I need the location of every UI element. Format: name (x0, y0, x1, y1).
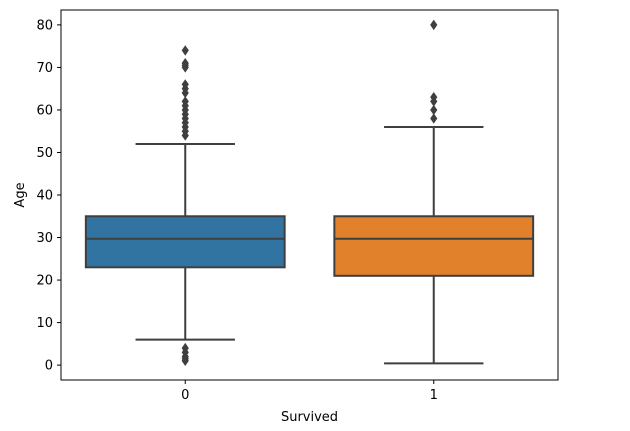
outlier-point-1-3 (430, 104, 438, 116)
x-tick-label-1: 1 (430, 388, 438, 403)
x-axis-title: Survived (281, 410, 338, 425)
outlier-point-1-2 (430, 96, 438, 107)
y-tick-label-0: 0 (45, 359, 53, 374)
x-tick-label-0: 0 (181, 388, 189, 403)
y-tick-label-10: 10 (36, 316, 53, 331)
plot-frame (60, 9, 559, 381)
iqr-box-1 (333, 215, 535, 277)
outlier-point-0-3 (181, 62, 189, 73)
box-group-1 (333, 19, 535, 365)
iqr-box-0 (84, 215, 286, 269)
y-tick-label-80: 80 (36, 18, 53, 33)
y-axis-title: Age (13, 182, 28, 207)
outlier-point-1-4 (430, 113, 438, 124)
y-tick-label-40: 40 (36, 189, 53, 204)
y-tick-label-20: 20 (36, 274, 53, 289)
y-tick-label-50: 50 (36, 146, 53, 161)
y-tick-label-60: 60 (36, 103, 53, 118)
outlier-point-0-0 (181, 45, 189, 56)
outlier-point-0-20 (181, 355, 189, 367)
y-tick-label-70: 70 (36, 61, 53, 76)
y-tick-label-30: 30 (36, 231, 53, 246)
outlier-point-0-6 (181, 87, 189, 99)
boxes-layer (84, 19, 535, 367)
y-axis: 0 10 20 30 40 50 60 70 80 (36, 18, 61, 374)
outlier-point-0-15 (181, 130, 189, 141)
outlier-point-1-0 (430, 19, 438, 31)
box-group-0 (84, 45, 286, 367)
